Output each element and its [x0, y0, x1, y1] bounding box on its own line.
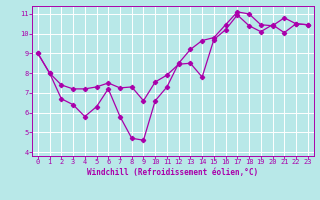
X-axis label: Windchill (Refroidissement éolien,°C): Windchill (Refroidissement éolien,°C)	[87, 168, 258, 177]
